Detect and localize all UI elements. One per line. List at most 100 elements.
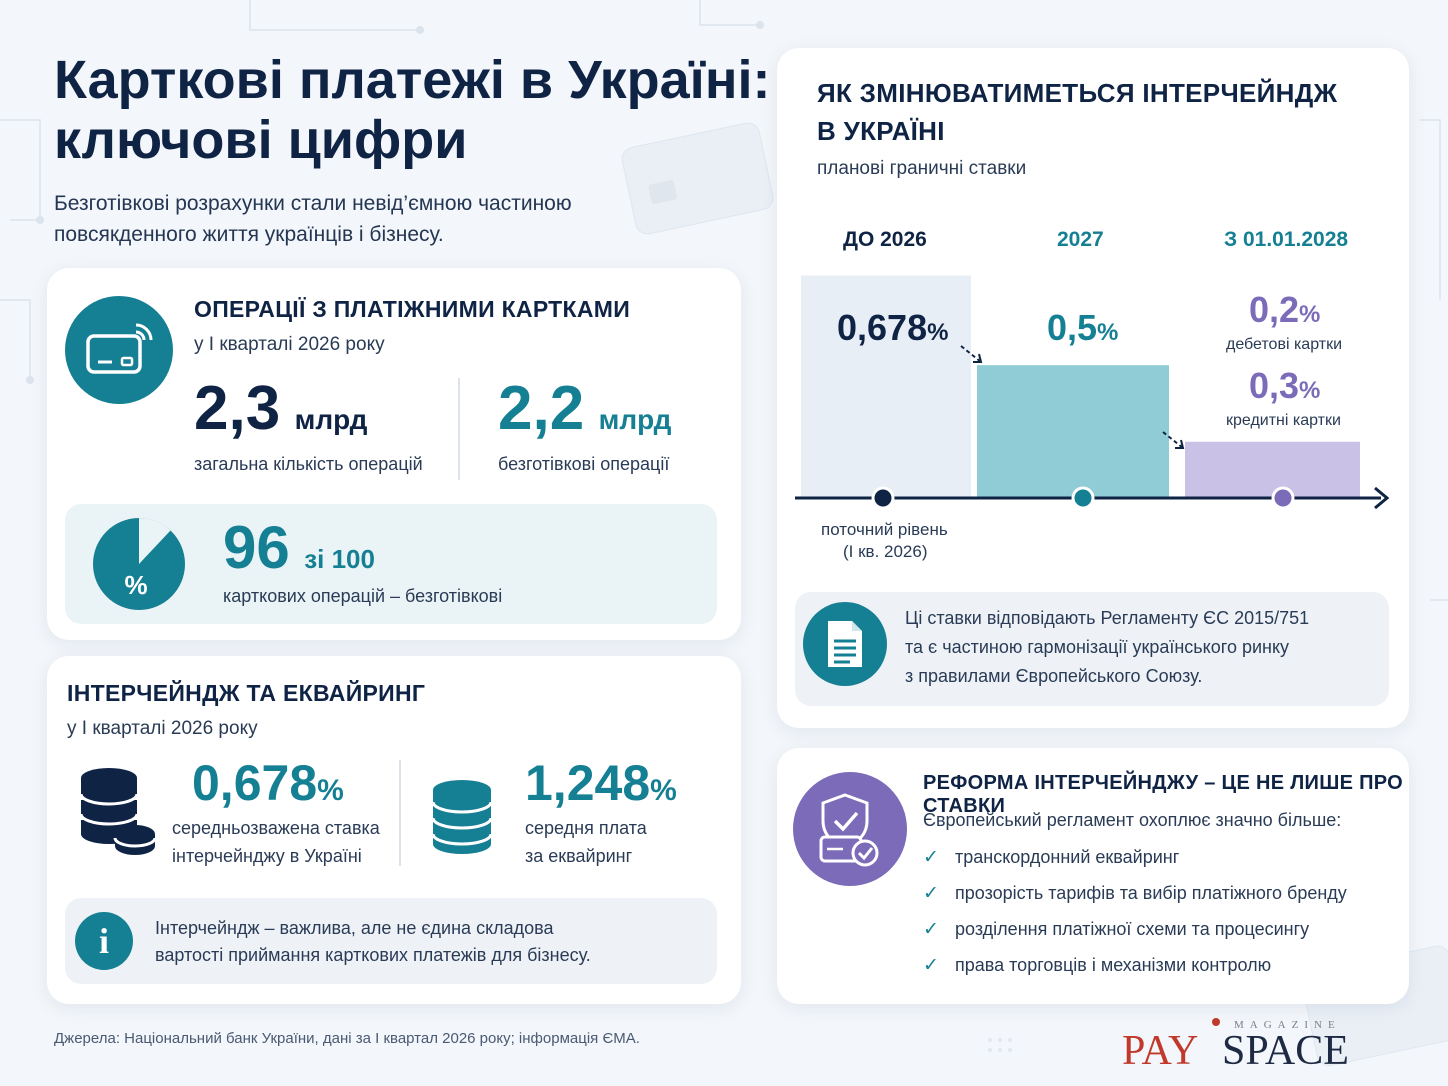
total-operations-unit: млрд	[294, 404, 368, 435]
cashless-operations-caption: безготівкові операції	[498, 454, 670, 474]
operations-heading: ОПЕРАЦІЇ З ПЛАТІЖНИМИ КАРТКАМИ	[194, 296, 631, 322]
page-title: Карткові платежі в Україні: ключові цифр…	[54, 50, 774, 170]
card-operations: ОПЕРАЦІЇ З ПЛАТІЖНИМИ КАРТКАМИ у І кварт…	[47, 268, 741, 640]
reform-item-label: транскордонний еквайринг	[955, 847, 1180, 867]
page-subtitle: Безготівкові розрахунки стали невід’ємно…	[54, 188, 634, 250]
interchange-rate-caption-2: інтерчейнджу в Україні	[172, 846, 362, 866]
logo-dot	[1212, 1018, 1220, 1026]
regulation-note-line-3: з правилами Європейського Союзу.	[905, 666, 1203, 686]
step-arrow-2-head	[1175, 439, 1185, 449]
timeline-arrowhead	[1374, 486, 1390, 510]
database-stack-icon	[431, 780, 493, 854]
data-label-2027-value: 0,5	[1047, 307, 1098, 348]
data-label-credit-caption: кредитні картки	[1226, 412, 1341, 429]
check-icon: ✓	[923, 955, 939, 976]
interchange-rate-stat: 0,678%	[192, 758, 344, 808]
info-glyph: i	[98, 921, 109, 961]
document-icon	[803, 602, 887, 686]
card-payment-icon	[65, 296, 173, 404]
chart-heading-line-2: В УКРАЇНІ	[817, 116, 945, 146]
reform-intro: Європейський регламент охоплює значно бі…	[923, 810, 1342, 830]
operations-period: у І кварталі 2026 року	[194, 334, 385, 355]
acquiring-fee-value: 1,248	[525, 755, 651, 811]
card-reform: РЕФОРМА ІНТЕРЧЕЙНДЖУ – ЦЕ НЕ ЛИШЕ ПРО СТ…	[777, 748, 1409, 1004]
interchange-note-line-1: Інтерчейндж – важлива, але не єдина скла…	[155, 918, 554, 938]
interchange-rate-value: 0,678	[192, 755, 318, 811]
timeline-point-3	[1271, 486, 1295, 510]
data-label-debit-value: 0,2	[1249, 289, 1300, 330]
reform-heading: РЕФОРМА ІНТЕРЧЕЙНДЖУ – ЦЕ НЕ ЛИШЕ ПРО СТ…	[923, 772, 1404, 817]
interchange-rate-unit: %	[317, 774, 344, 807]
interchange-rate-caption-1: середньозважена ставка	[172, 818, 380, 838]
cashless-operations-unit: млрд	[598, 404, 672, 435]
step-arrow-1	[960, 345, 982, 363]
data-label-2027-unit: %	[1097, 319, 1119, 346]
page-title-line-2: ключові цифри	[54, 110, 468, 170]
page-subtitle-line-2: повсякденного життя українців і бізнесу.	[54, 223, 444, 246]
acquiring-fee-caption-2: за еквайринг	[525, 846, 633, 866]
logo-magazine-text: MAGAZINE	[1234, 1019, 1341, 1031]
share-of: зі 100	[304, 544, 375, 574]
check-icon: ✓	[923, 847, 939, 868]
reform-item: ✓ розділення платіжної схеми та процесинг…	[923, 918, 1309, 941]
acquiring-fee-unit: %	[650, 774, 677, 807]
share-stat: 96 зі 100	[223, 518, 375, 578]
current-level-label-2: (І кв. 2026)	[843, 542, 928, 561]
reform-item-label: розділення платіжної схеми та процесингу	[955, 919, 1310, 939]
check-icon: ✓	[923, 883, 939, 904]
total-operations-stat: 2,3 млрд	[194, 378, 367, 440]
total-operations-caption: загальна кількість операцій	[194, 454, 423, 474]
data-label-credit-value: 0,3	[1249, 365, 1300, 406]
bar-2027	[977, 365, 1169, 498]
period-label-3: З 01.01.2028	[1224, 228, 1349, 251]
acquiring-fee-stat: 1,248%	[525, 758, 677, 808]
reform-item: ✓ транскордонний еквайринг	[923, 846, 1179, 869]
coins-stack-icon	[79, 768, 157, 855]
shield-check-icon	[793, 772, 907, 886]
period-label-1: ДО 2026	[843, 228, 927, 251]
data-label-debit-caption: дебетові картки	[1226, 336, 1343, 353]
chart-subheading: планові граничні ставки	[817, 158, 1027, 179]
bar-until-2026	[801, 275, 971, 498]
total-operations-value: 2,3	[194, 374, 281, 443]
acquiring-fee-caption-1: середня плата	[525, 818, 647, 838]
data-label-until-2026-unit: %	[927, 319, 949, 346]
info-icon: i	[75, 912, 133, 970]
reform-item: ✓ прозорість тарифів та вибір платіжного …	[923, 882, 1347, 905]
data-label-2027: 0,5%	[1047, 310, 1118, 347]
interchange-heading: ІНТЕРЧЕЙНДЖ ТА ЕКВАЙРИНГ	[67, 680, 426, 706]
regulation-note-box: Ці ставки відповідають Регламенту ЄС 201…	[795, 592, 1389, 706]
page-title-line-1: Карткові платежі в Україні:	[54, 50, 771, 110]
page-subtitle-line-1: Безготівкові розрахунки стали невід’ємно…	[54, 192, 572, 215]
card-interchange: ІНТЕРЧЕЙНДЖ ТА ЕКВАЙРИНГ у І кварталі 20…	[47, 656, 741, 1004]
data-label-credit: 0,3%	[1249, 368, 1320, 405]
payspace-magazine-logo: MAGAZINE PAY SPACE	[1122, 1018, 1349, 1074]
regulation-note-line-2: та є частиною гармонізації українського …	[905, 637, 1290, 657]
stat-divider	[399, 760, 401, 866]
current-level-label-1: поточний рівень	[821, 520, 948, 539]
data-label-until-2026: 0,678%	[837, 310, 948, 347]
timeline-point-2	[1071, 486, 1095, 510]
data-label-debit-unit: %	[1299, 301, 1321, 328]
reform-item-label: прозорість тарифів та вибір платіжного б…	[955, 883, 1347, 903]
cashless-operations-stat: 2,2 млрд	[498, 378, 671, 440]
share-box: % 96 зі 100 карткових операцій – безготі…	[65, 504, 717, 624]
pie-gap-slice	[139, 518, 171, 564]
check-icon: ✓	[923, 919, 939, 940]
period-label-2: 2027	[1057, 228, 1104, 251]
share-value: 96	[223, 514, 290, 581]
cashless-operations-value: 2,2	[498, 374, 585, 443]
bar-2028	[1185, 441, 1360, 498]
regulation-note-line-1: Ці ставки відповідають Регламенту ЄС 201…	[905, 608, 1310, 628]
data-label-debit: 0,2%	[1249, 292, 1320, 329]
stat-divider	[458, 378, 460, 480]
step-arrow-1-head	[973, 353, 983, 363]
timeline-point-1	[871, 486, 895, 510]
interchange-note-box: i Інтерчейндж – важлива, але не єдина ск…	[65, 898, 717, 984]
chart-heading-line-1: ЯК ЗМІНЮВАТИМЕТЬСЯ ІНТЕРЧЕЙНДЖ	[817, 78, 1338, 108]
interchange-note-line-2: вартості приймання карткових платежів дл…	[155, 945, 591, 965]
pie-percent-icon: %	[93, 518, 185, 610]
logo-pay-text: PAY	[1122, 1028, 1198, 1074]
share-caption: карткових операцій – безготівкові	[223, 586, 503, 606]
interchange-period: у І кварталі 2026 року	[67, 718, 258, 739]
